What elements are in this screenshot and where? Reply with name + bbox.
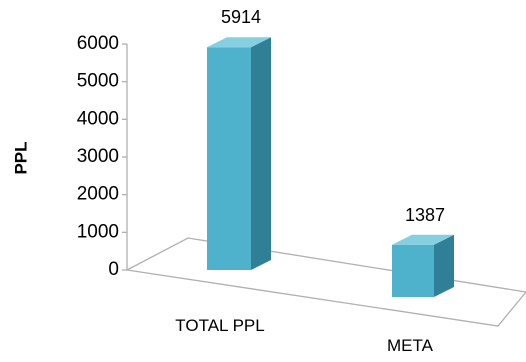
y-tick-label: 4000: [77, 108, 119, 129]
bar-side: [251, 37, 271, 270]
y-tick-label: 6000: [77, 33, 119, 54]
bar: [207, 37, 271, 270]
y-tick-label: 5000: [77, 71, 119, 92]
floor-plane: [124, 237, 526, 327]
bar-top: [207, 37, 271, 48]
bars: [207, 37, 454, 297]
x-category-label: TOTAL PPL: [175, 316, 264, 335]
data-label: 5914: [221, 7, 261, 27]
chart-floor: [124, 237, 526, 327]
bar-top: [392, 234, 454, 245]
x-category-label: META: [387, 336, 434, 355]
y-axis-title: PPL: [11, 141, 30, 174]
bar: [392, 234, 454, 297]
y-axis: 0 1000 2000 3000 4000 5000 6000: [77, 33, 128, 280]
data-label: 1387: [405, 205, 445, 225]
bar-side: [434, 234, 454, 297]
labels: 5914 TOTAL PPL 1387 META: [175, 7, 445, 355]
bar-front: [207, 47, 251, 270]
y-tick-label: 2000: [77, 184, 119, 205]
y-tick-label: 1000: [77, 221, 119, 242]
bar-front: [392, 244, 434, 297]
y-tick-label: 3000: [77, 146, 119, 167]
y-tick-label: 0: [108, 259, 119, 280]
